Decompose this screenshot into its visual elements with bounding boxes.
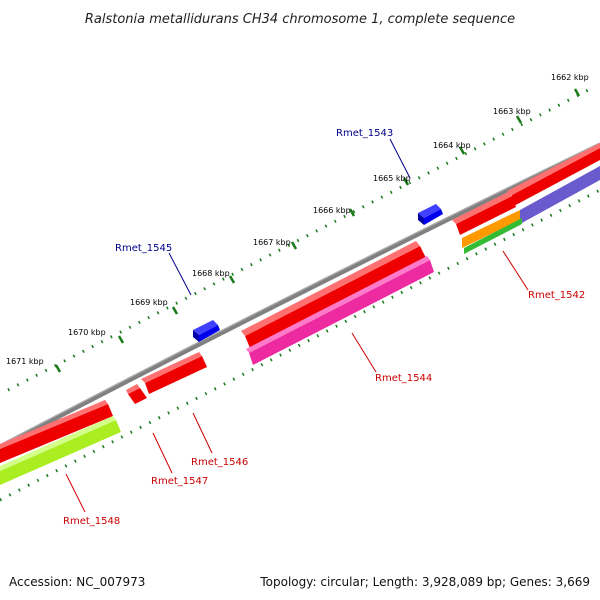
gene-rmet-1545[interactable] bbox=[193, 320, 220, 342]
major-ticks bbox=[54, 88, 581, 373]
tick-label: 1671 kbp bbox=[6, 357, 44, 366]
gene-rmet-1547[interactable] bbox=[126, 384, 147, 404]
gene-label-rmet-1542[interactable]: Rmet_1542 bbox=[528, 290, 585, 301]
tick-label: 1670 kbp bbox=[68, 328, 106, 337]
tick-label: 1664 kbp bbox=[433, 141, 471, 150]
gene-rmet-1544[interactable] bbox=[241, 241, 426, 348]
backbone-highlight bbox=[0, 142, 600, 446]
tick-label: 1667 kbp bbox=[253, 238, 291, 247]
cog-bar-purple bbox=[520, 166, 600, 224]
chromosome-backbone bbox=[0, 142, 600, 450]
inner-tick-ring bbox=[0, 188, 600, 502]
forward-genes[interactable] bbox=[193, 204, 443, 342]
gene-rmet-1546[interactable] bbox=[141, 352, 207, 394]
map-title: Ralstonia metallidurans CH34 chromosome … bbox=[85, 12, 515, 27]
tick-label: 1668 kbp bbox=[192, 269, 230, 278]
reverse-genes[interactable] bbox=[0, 143, 600, 485]
tick-label: 1663 kbp bbox=[493, 107, 531, 116]
gene-label-rmet-1543[interactable]: Rmet_1543 bbox=[336, 128, 393, 139]
gene-rmet-1542[interactable] bbox=[507, 143, 600, 207]
tick-label: 1669 kbp bbox=[130, 298, 168, 307]
gene-rmet-1548[interactable] bbox=[0, 400, 113, 463]
gene-label-rmet-1544[interactable]: Rmet_1544 bbox=[375, 373, 432, 384]
cog-bar-green bbox=[464, 218, 522, 254]
tick-label: 1665 kbp bbox=[373, 174, 411, 183]
tick-label: 1666 kbp bbox=[313, 206, 351, 215]
summary-text: Topology: circular; Length: 3,928,089 bp… bbox=[259, 575, 590, 589]
gene-label-rmet-1547[interactable]: Rmet_1547 bbox=[151, 476, 208, 487]
leader-lines bbox=[65, 138, 529, 513]
gene-label-rmet-1545[interactable]: Rmet_1545 bbox=[115, 243, 172, 254]
gene-label-rmet-1548[interactable]: Rmet_1548 bbox=[63, 516, 120, 527]
gene-rmet-1543[interactable] bbox=[418, 204, 443, 225]
accession-text: Accession: NC_007973 bbox=[9, 575, 145, 589]
cog-bar-magenta bbox=[246, 256, 434, 365]
gene-labels: Rmet_1543 Rmet_1545 Rmet_1542 Rmet_1544 … bbox=[63, 128, 585, 527]
gene-label-rmet-1546[interactable]: Rmet_1546 bbox=[191, 457, 248, 468]
tick-label: 1662 kbp bbox=[551, 73, 589, 82]
gene-rmet-1542b[interactable] bbox=[452, 191, 516, 235]
cog-bar-orange bbox=[462, 210, 520, 248]
tick-labels: 1662 kbp 1663 kbp 1664 kbp 1665 kbp 1666… bbox=[6, 73, 589, 366]
cog-bar-lime bbox=[0, 416, 121, 485]
